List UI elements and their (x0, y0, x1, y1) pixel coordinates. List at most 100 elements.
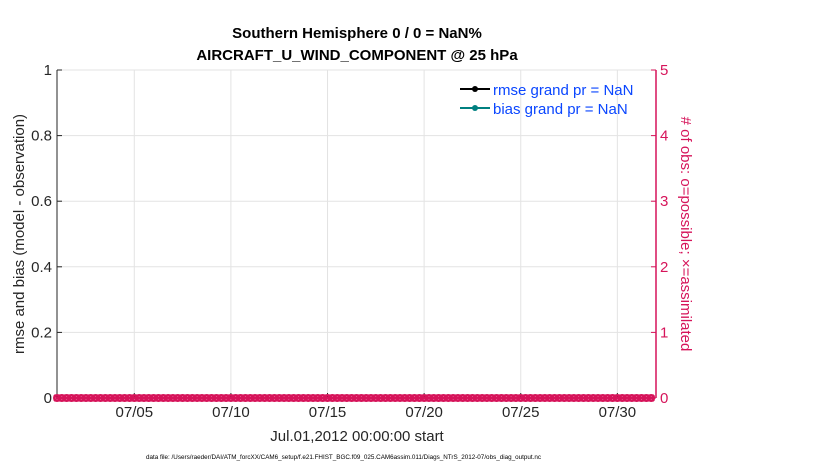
obs-possible-marker (294, 394, 303, 402)
obs-possible-marker (173, 394, 182, 402)
y-tick-label-right: 2 (660, 259, 668, 276)
obs-possible-marker (362, 394, 371, 402)
obs-possible-marker (154, 394, 163, 402)
obs-possible-marker (637, 394, 646, 402)
obs-possible-marker (381, 394, 390, 402)
data-file-note: data file: /Users/raeder/DAI/ATM_forcXX/… (146, 454, 541, 461)
obs-possible-marker (284, 394, 293, 402)
obs-assimilated-marker (647, 394, 655, 402)
obs-possible-marker (101, 394, 110, 402)
obs-possible-marker (565, 394, 574, 402)
obs-possible-marker (236, 394, 245, 402)
x-tick-label: 07/25 (502, 404, 540, 421)
obs-possible-marker (193, 394, 202, 402)
obs-possible-marker (207, 394, 216, 402)
obs-possible-marker (507, 394, 516, 402)
obs-possible-marker (159, 394, 168, 402)
obs-possible-marker (603, 394, 612, 402)
obs-possible-marker (313, 394, 322, 402)
obs-possible-marker (463, 394, 472, 402)
obs-possible-marker (197, 394, 206, 402)
obs-possible-marker (608, 394, 617, 402)
obs-possible-marker (439, 394, 448, 402)
obs-possible-marker (415, 394, 424, 402)
obs-possible-marker (251, 394, 260, 402)
obs-possible-marker (299, 394, 308, 402)
obs-possible-marker (424, 394, 433, 402)
obs-possible-marker (613, 394, 622, 402)
obs-possible-marker (434, 394, 443, 402)
markers (53, 394, 656, 402)
obs-possible-marker (318, 394, 327, 402)
obs-possible-marker (526, 394, 535, 402)
obs-possible-marker (149, 394, 158, 402)
obs-possible-marker (449, 394, 458, 402)
obs-possible-marker (241, 394, 250, 402)
obs-possible-marker (309, 394, 318, 402)
y-tick-label-right: 4 (660, 128, 668, 145)
y-tick-label-left: 1 (44, 62, 52, 79)
obs-possible-marker (96, 394, 105, 402)
obs-possible-marker (183, 394, 192, 402)
obs-possible-marker (125, 394, 134, 402)
obs-possible-marker (231, 394, 240, 402)
obs-possible-marker (352, 394, 361, 402)
legend-bias-marker (472, 105, 478, 111)
grid (57, 69, 656, 398)
obs-possible-marker (410, 394, 419, 402)
obs-possible-marker (91, 394, 100, 402)
obs-possible-marker (618, 394, 627, 402)
obs-possible-marker (478, 394, 487, 402)
obs-possible-marker (371, 394, 380, 402)
obs-possible-marker (333, 394, 342, 402)
obs-possible-marker (376, 394, 385, 402)
obs-possible-marker (130, 394, 139, 402)
obs-possible-marker (222, 394, 231, 402)
obs-possible-marker (594, 394, 603, 402)
obs-possible-marker (516, 394, 525, 402)
y-tick-label-left: 0.2 (31, 324, 52, 341)
obs-possible-marker (521, 394, 530, 402)
obs-possible-marker (386, 394, 395, 402)
obs-possible-marker (366, 394, 375, 402)
obs-possible-marker (642, 394, 651, 402)
obs-possible-marker (53, 394, 61, 402)
obs-possible-marker (502, 394, 511, 402)
y-axis-label-right: # of obs: o=possible; ×=assimilated (677, 117, 694, 352)
obs-possible-marker (226, 394, 235, 402)
obs-possible-marker (270, 394, 279, 402)
y-axis-label-left: rmse and bias (model - observation) (11, 114, 28, 354)
obs-possible-marker (589, 394, 598, 402)
obs-possible-marker (115, 394, 124, 402)
obs-possible-marker (106, 394, 115, 402)
obs-possible-marker (265, 394, 274, 402)
obs-possible-marker (120, 394, 129, 402)
y-tick-label-left: 0.8 (31, 128, 52, 145)
obs-possible-marker (395, 394, 404, 402)
obs-possible-marker (492, 394, 501, 402)
obs-possible-marker (347, 394, 356, 402)
y-tick-label-right: 3 (660, 193, 668, 210)
obs-possible-marker (400, 394, 409, 402)
obs-possible-marker (280, 394, 289, 402)
obs-possible-marker (202, 394, 211, 402)
obs-possible-marker (569, 394, 578, 402)
obs-possible-marker (304, 394, 313, 402)
y-tick-label-left: 0.4 (31, 259, 52, 276)
obs-possible-marker (164, 394, 173, 402)
legend-rmse-marker (472, 86, 478, 92)
obs-possible-marker (275, 394, 284, 402)
obs-possible-marker (289, 394, 298, 402)
obs-possible-marker (67, 394, 76, 402)
obs-possible-marker (72, 394, 81, 402)
obs-possible-marker (453, 394, 462, 402)
obs-possible-marker (86, 394, 95, 402)
obs-possible-marker (632, 394, 641, 402)
obs-possible-marker (144, 394, 153, 402)
obs-possible-marker (560, 394, 569, 402)
obs-possible-marker (110, 394, 119, 402)
obs-possible-marker (217, 394, 226, 402)
obs-possible-marker (81, 394, 90, 402)
obs-possible-marker (482, 394, 491, 402)
